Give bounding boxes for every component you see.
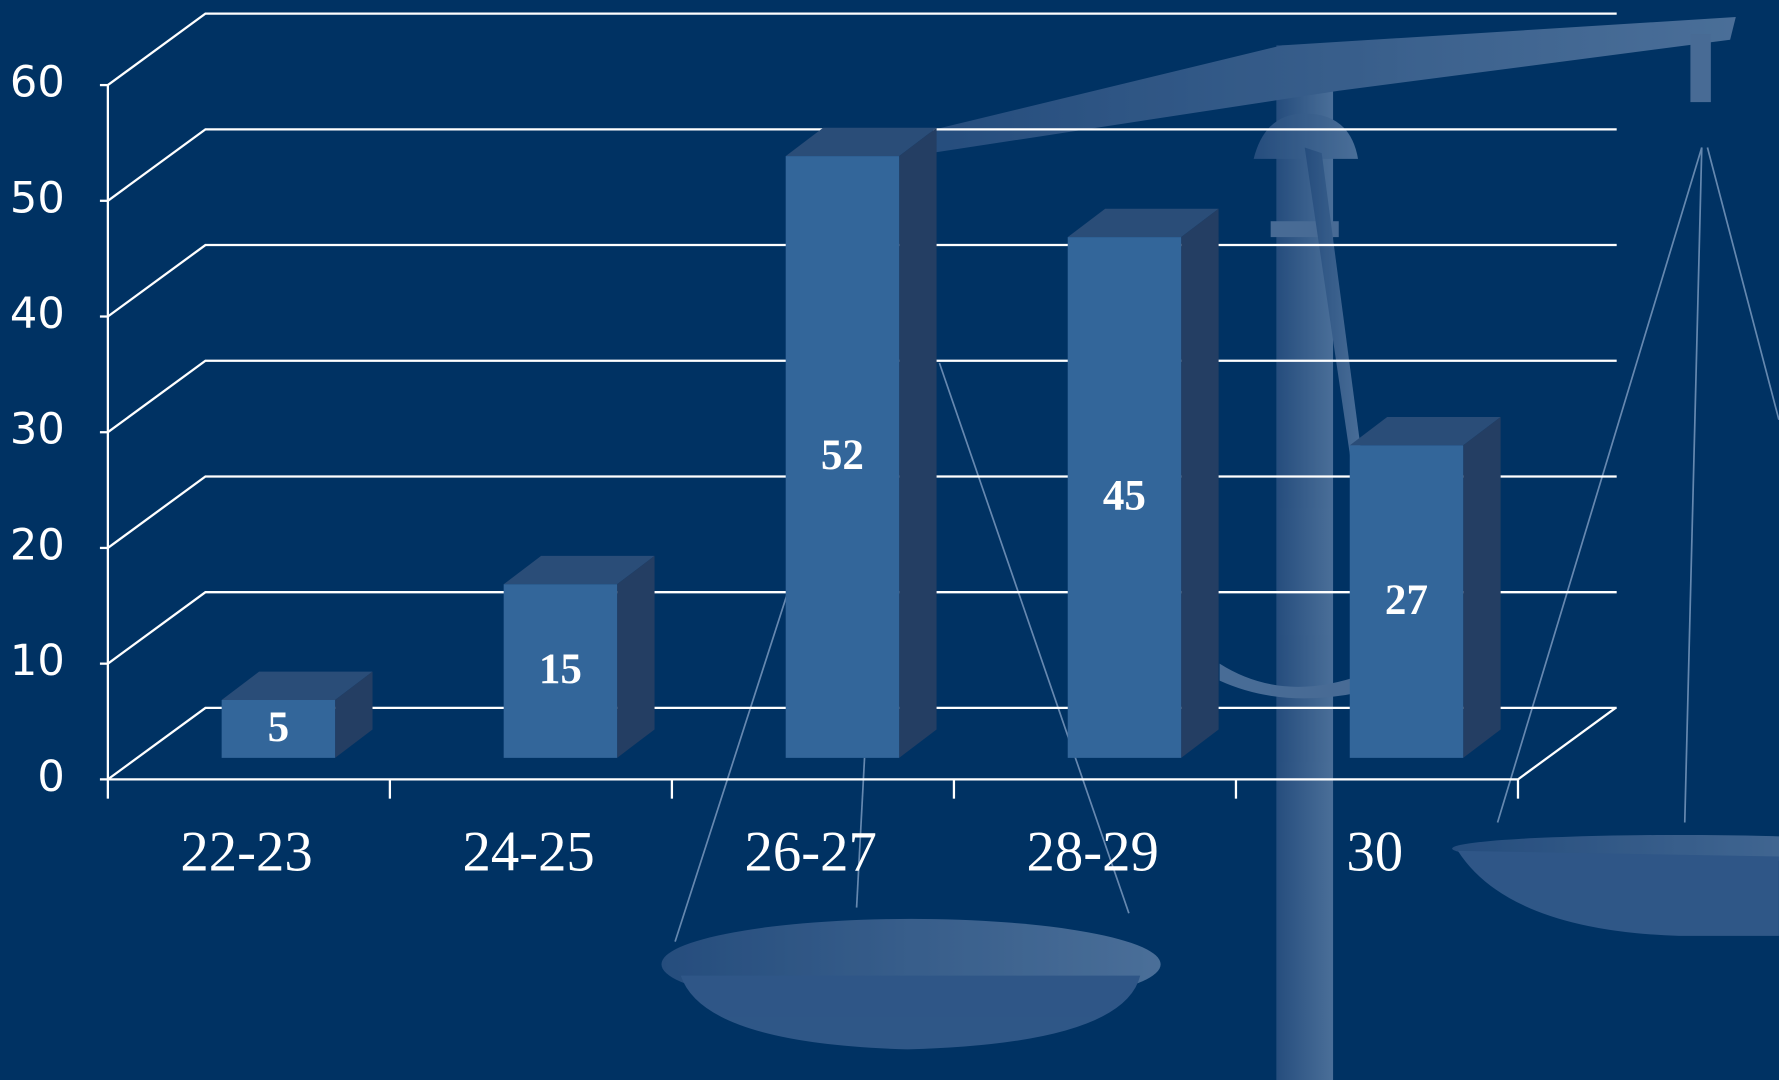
value-label: 45: [1103, 473, 1146, 520]
y-tick-label: 20: [10, 520, 65, 570]
value-label: 15: [539, 646, 582, 693]
bar: [1349, 417, 1501, 758]
bar-side: [617, 555, 655, 758]
value-label: 52: [821, 432, 864, 479]
value-label: 5: [268, 704, 290, 751]
bar-front: [503, 584, 618, 758]
bar-side: [335, 671, 373, 758]
bar-side: [1181, 208, 1219, 758]
bar-front: [785, 156, 900, 758]
bar-front: [1349, 445, 1464, 758]
bar: [221, 671, 373, 758]
y-tick-label: 0: [37, 752, 64, 802]
x-tick-label: 24-25: [462, 821, 594, 884]
bar-side: [1463, 417, 1501, 758]
bar: [503, 555, 655, 758]
bar-front: [221, 699, 336, 758]
y-tick-label: 50: [10, 173, 65, 223]
y-tick-label: 30: [10, 405, 65, 455]
x-tick-label: 28-29: [1027, 821, 1159, 884]
bar-top: [503, 555, 655, 585]
bar-top: [1067, 208, 1219, 238]
grid-line: [107, 12, 1617, 86]
bar-top: [221, 671, 373, 700]
y-tick-label: 40: [10, 289, 65, 339]
x-tick-label: 30: [1346, 821, 1403, 884]
bar: [1067, 208, 1219, 758]
scale-decoration: [661, 17, 1779, 1080]
grid-line: [107, 128, 1617, 202]
bar-top: [1349, 417, 1501, 446]
bar: [785, 127, 937, 758]
y-tick-label: 60: [10, 58, 65, 108]
bar-top: [785, 127, 937, 157]
value-label: 27: [1385, 577, 1428, 624]
y-tick-label: 10: [10, 636, 65, 686]
bar-front: [1067, 237, 1182, 758]
bar-side: [899, 127, 937, 758]
x-tick-label: 26-27: [744, 821, 876, 884]
x-tick-label: 22-23: [180, 821, 312, 884]
